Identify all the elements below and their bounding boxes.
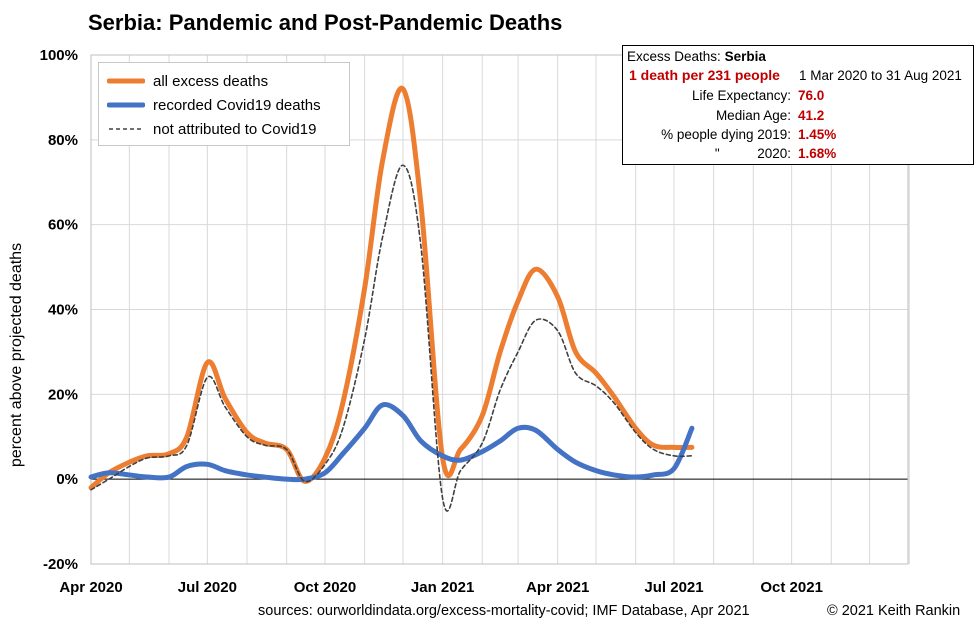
y-axis-label: percent above projected deaths <box>8 242 25 468</box>
x-tick-label: Oct 2021 <box>760 579 823 596</box>
title-country: Serbia <box>88 10 156 35</box>
title-rest: : Pandemic and Post-Pandemic Deaths <box>155 10 563 35</box>
x-tick-label: Apr 2020 <box>59 579 122 596</box>
x-tick-label: Apr 2021 <box>526 579 589 596</box>
chart-title: Serbia: Pandemic and Post-Pandemic Death… <box>88 10 562 36</box>
info-rate: 1 death per 231 people <box>629 67 780 83</box>
info-label: " 2020: <box>714 146 791 161</box>
info-row-median-age: Median Age: 41.2 <box>623 106 973 125</box>
x-tick-label: Oct 2020 <box>294 579 357 596</box>
info-label: % people dying 2019: <box>661 127 791 142</box>
footer-copyright: © 2021 Keith Rankin <box>827 603 961 619</box>
legend-label-not-attributed: not attributed to Covid19 <box>153 120 317 138</box>
info-heading: Excess Deaths: Serbia <box>623 47 973 66</box>
series-line-all-excess-deaths <box>88 85 695 491</box>
footer-sources: sources: ourworldindata.org/excess-morta… <box>258 603 750 619</box>
plot-area <box>90 54 909 565</box>
info-label: Life Expectancy: <box>691 88 791 103</box>
legend: all excess deaths recorded Covid19 death… <box>98 62 350 146</box>
y-tick-labels: 100% 80% 60% 40% 20% 0% -20% <box>40 47 78 573</box>
legend-swatch-excess <box>107 78 145 84</box>
info-value: 1.45% <box>798 127 837 142</box>
info-row-dying-2019: % people dying 2019: 1.45% <box>623 125 973 144</box>
x-tick-label: Jan 2021 <box>411 579 474 596</box>
x-tick-label: Jul 2020 <box>178 579 237 596</box>
info-label: Median Age: <box>715 108 791 123</box>
series-lines <box>88 85 695 512</box>
y-tick-label: 40% <box>48 302 78 319</box>
info-row-dying-2020: " 2020: 1.68% <box>623 144 973 163</box>
info-row-life-expectancy: Life Expectancy: 76.0 <box>623 86 973 105</box>
y-tick-label: 20% <box>48 386 78 403</box>
x-tick-labels: Apr 2020 Jul 2020 Oct 2020 Jan 2021 Apr 2021… <box>59 579 823 596</box>
legend-swatch-not-attributed <box>109 128 143 130</box>
series-line-not-attributed <box>90 164 693 512</box>
info-period: 1 Mar 2020 to 31 Aug 2021 <box>799 68 962 83</box>
info-heading-country: Serbia <box>724 49 766 64</box>
y-tick-label: 60% <box>48 217 78 234</box>
legend-label-covid: recorded Covid19 deaths <box>153 96 321 114</box>
info-value: 76.0 <box>798 88 825 103</box>
series-line-recorded-covid19 <box>88 402 695 483</box>
info-box: Excess Deaths: Serbia 1 death per 231 pe… <box>622 45 974 165</box>
y-tick-label: 100% <box>40 47 78 64</box>
info-heading-label: Excess Deaths: <box>627 49 721 64</box>
x-tick-label: Jul 2021 <box>644 579 703 596</box>
y-tick-label: -20% <box>43 556 78 573</box>
y-tick-label: 80% <box>48 132 78 149</box>
legend-item-not-attributed: not attributed to Covid19 <box>99 118 349 140</box>
info-value: 1.68% <box>798 146 837 161</box>
axes <box>90 54 909 565</box>
legend-item-excess: all excess deaths <box>99 70 349 92</box>
legend-item-covid: recorded Covid19 deaths <box>99 94 349 116</box>
info-rate-row: 1 death per 231 people 1 Mar 2020 to 31 … <box>623 66 973 85</box>
y-tick-label: 0% <box>56 471 78 488</box>
legend-label-excess: all excess deaths <box>153 72 269 90</box>
legend-swatch-covid <box>107 102 145 108</box>
info-value: 41.2 <box>798 108 825 123</box>
